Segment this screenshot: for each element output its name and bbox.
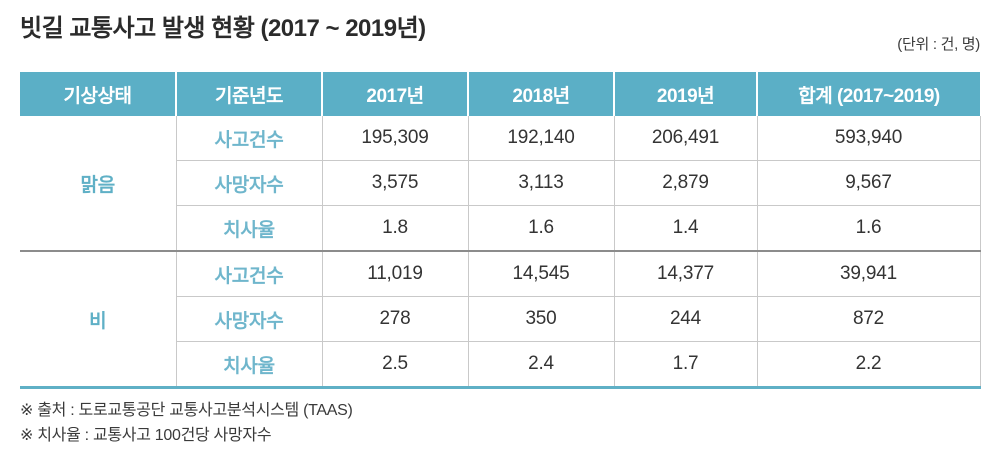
column-header-year-2019: 2019년	[613, 72, 758, 116]
metric-label: 사고건수	[175, 116, 323, 161]
cell-value: 2.2	[756, 341, 981, 388]
metric-label: 사망자수	[175, 296, 323, 342]
table-row: 사망자수 3,575 3,113 2,879 9,567	[20, 160, 981, 206]
table-row: 사망자수 278 350 244 872	[20, 296, 981, 342]
table-body: 맑음 사고건수 195,309 192,140 206,491 593,940 …	[20, 116, 981, 388]
cell-value: 872	[756, 296, 981, 342]
table-row: 비 사고건수 11,019 14,545 14,377 39,941	[20, 250, 981, 388]
cell-value: 14,377	[613, 250, 758, 297]
column-header-metric: 기준년도	[175, 72, 323, 116]
metric-label: 치사율	[175, 341, 323, 388]
cell-value: 9,567	[756, 160, 981, 206]
cell-value: 2.5	[321, 341, 469, 388]
cell-value: 3,575	[321, 160, 469, 206]
cell-value: 2,879	[613, 160, 758, 206]
column-header-weather: 기상상태	[20, 72, 177, 116]
cell-value: 195,309	[321, 116, 469, 161]
footnote-source: ※ 출처 : 도로교통공단 교통사고분석시스템 (TAAS)	[20, 402, 353, 419]
header-row: 기상상태 기준년도 2017년 2018년 2019년 합계 (2017~201…	[20, 72, 980, 116]
cell-value: 1.7	[613, 341, 758, 388]
cell-value: 1.4	[613, 205, 758, 252]
cell-value: 14,545	[467, 250, 615, 297]
title-row: 빗길 교통사고 발생 현황 (2017 ~ 2019년) (단위 : 건, 명)	[20, 0, 980, 72]
column-header-total: 합계 (2017~2019)	[756, 72, 980, 116]
cell-value: 206,491	[613, 116, 758, 161]
group-label-rain: 비	[20, 250, 177, 388]
metric-label: 치사율	[175, 205, 323, 252]
cell-value: 244	[613, 296, 758, 342]
cell-value: 39,941	[756, 250, 981, 297]
column-header-year-2017: 2017년	[321, 72, 469, 116]
cell-value: 593,940	[756, 116, 981, 161]
group-label-clear: 맑음	[20, 116, 177, 251]
cell-value: 3,113	[467, 160, 615, 206]
footnote-fatality-rate: ※ 치사율 : 교통사고 100건당 사망자수	[20, 426, 272, 444]
table-row: 맑음 사고건수 195,309 192,140 206,491 593,940	[20, 116, 981, 251]
footnotes: ※ 출처 : 도로교통공단 교통사고분석시스템 (TAAS) ※ 치사율 : 교…	[20, 399, 980, 449]
metric-label: 사고건수	[175, 250, 323, 297]
table-header: 기상상태 기준년도 2017년 2018년 2019년 합계 (2017~201…	[20, 72, 980, 116]
cell-value: 192,140	[467, 116, 615, 161]
page-title: 빗길 교통사고 발생 현황 (2017 ~ 2019년)	[20, 15, 426, 42]
column-header-year-2018: 2018년	[467, 72, 615, 116]
metric-label: 사망자수	[175, 160, 323, 206]
cell-value: 278	[321, 296, 469, 342]
cell-value: 350	[467, 296, 615, 342]
table-row: 치사율 1.8 1.6 1.4 1.6	[20, 205, 981, 252]
traffic-accident-table: 기상상태 기준년도 2017년 2018년 2019년 합계 (2017~201…	[20, 72, 981, 389]
cell-value: 2.4	[467, 341, 615, 388]
table-row: 치사율 2.5 2.4 1.7 2.2	[20, 341, 981, 388]
cell-value: 11,019	[321, 250, 469, 297]
unit-note: (단위 : 건, 명)	[897, 36, 980, 53]
cell-value: 1.6	[756, 205, 981, 252]
cell-value: 1.8	[321, 205, 469, 252]
cell-value: 1.6	[467, 205, 615, 252]
